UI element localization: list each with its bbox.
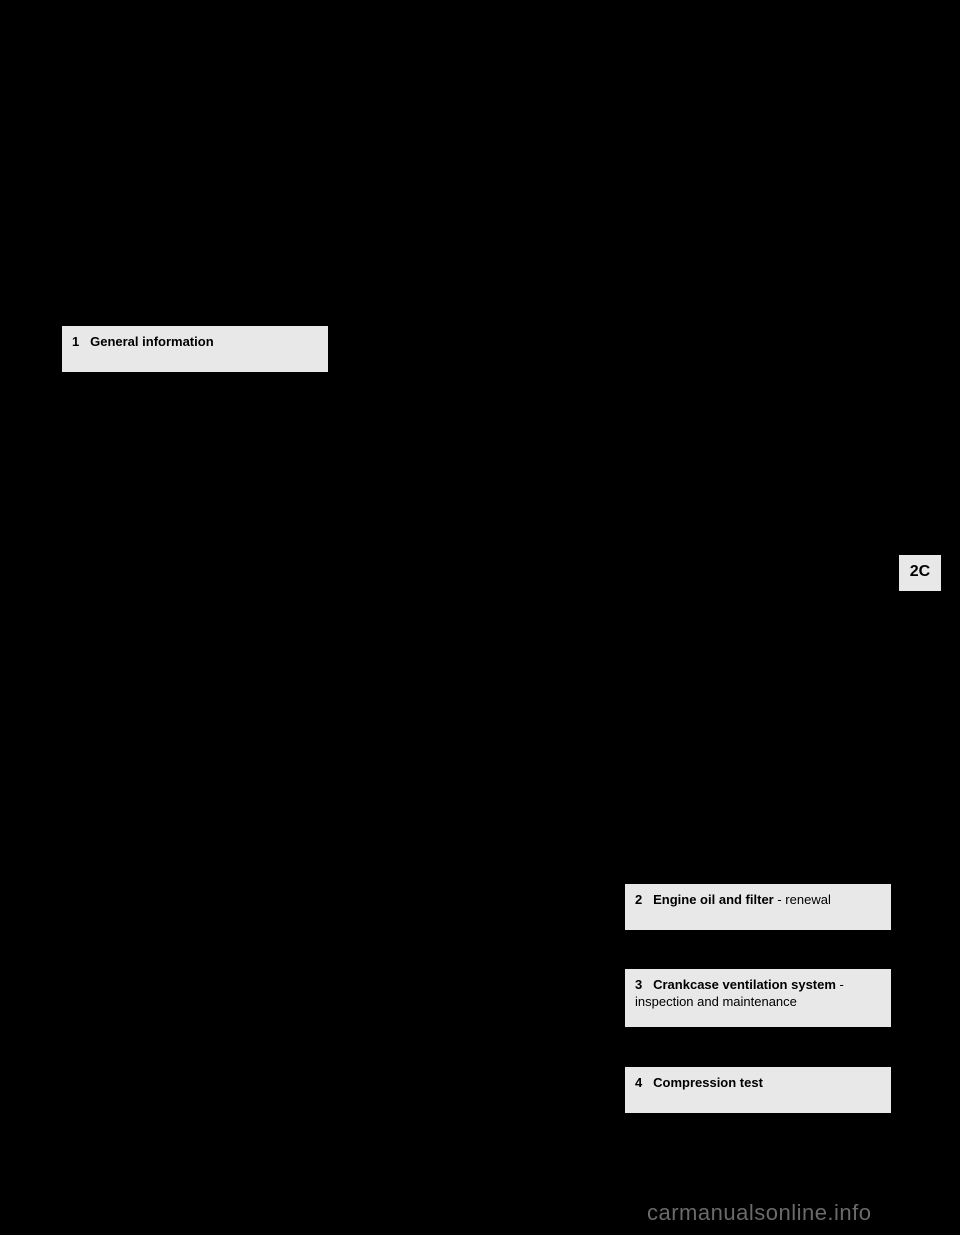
section-title: Engine oil and filter: [653, 892, 774, 907]
watermark-text: carmanualsonline.info: [647, 1200, 872, 1226]
section-box-crankcase-ventilation: 3 Crankcase ventilation system - inspect…: [625, 969, 891, 1027]
section-number: 3: [635, 977, 642, 992]
section-title: Crankcase ventilation system: [653, 977, 836, 992]
section-box-compression-test: 4 Compression test: [625, 1067, 891, 1113]
section-number: 2: [635, 892, 642, 907]
section-box-engine-oil-filter: 2 Engine oil and filter - renewal: [625, 884, 891, 930]
section-title: Compression test: [653, 1075, 763, 1090]
page-tab-label: 2C: [910, 563, 930, 580]
section-box-general-information: 1 General information: [62, 326, 328, 372]
section-number: 4: [635, 1075, 642, 1090]
section-subtitle: - renewal: [777, 892, 830, 907]
section-number: 1: [72, 334, 79, 349]
page-tab: 2C: [899, 555, 941, 591]
section-title: General information: [90, 334, 214, 349]
